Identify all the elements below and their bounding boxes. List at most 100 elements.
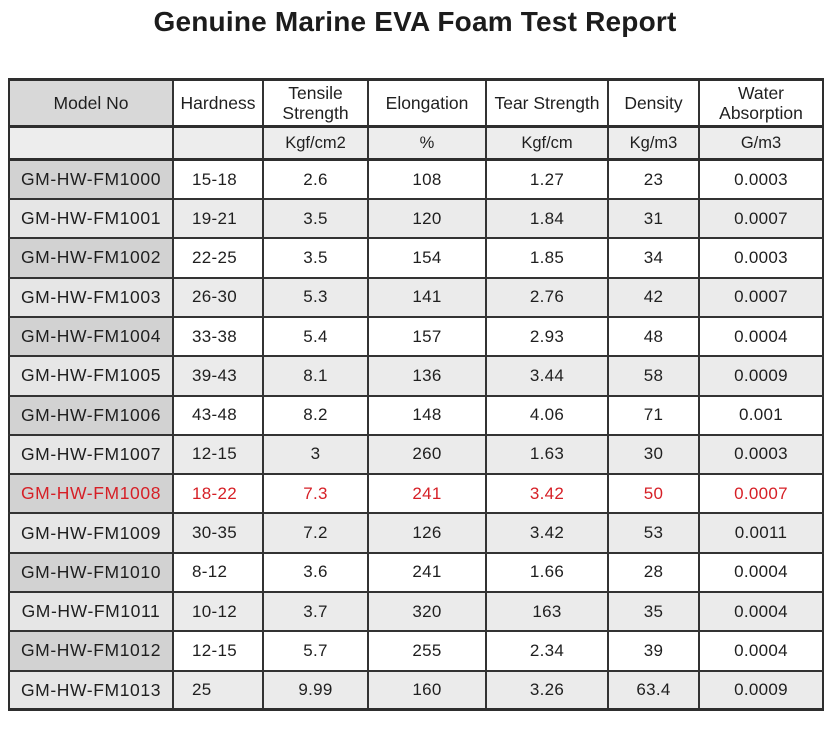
cell-tear-strength: 1.27 xyxy=(485,159,608,200)
cell-hardness: 10-12 xyxy=(172,592,263,632)
cell-water-absorption: 0.0009 xyxy=(698,670,823,710)
table-row: GM-HW-FM1011 10-12 3.7 320 163 35 0.0004 xyxy=(9,592,823,632)
cell-water-absorption: 0.0003 xyxy=(698,159,823,200)
cell-model-no: GM-HW-FM1008 xyxy=(9,474,173,514)
cell-hardness: 22-25 xyxy=(172,238,263,278)
cell-hardness: 43-48 xyxy=(172,395,263,435)
table-row: GM-HW-FM1007 12-15 3 260 1.63 30 0.0003 xyxy=(9,434,823,475)
cell-tensile-strength: 8.2 xyxy=(262,395,368,435)
cell-water-absorption: 0.0011 xyxy=(698,513,823,553)
cell-model-no: GM-HW-FM1009 xyxy=(9,513,173,553)
cell-density: 39 xyxy=(607,631,699,671)
cell-water-absorption: 0.001 xyxy=(698,395,823,435)
cell-water-absorption: 0.0003 xyxy=(698,434,823,475)
table-row: GM-HW-FM1008 18-22 7.3 241 3.42 50 0.0007 xyxy=(9,474,823,514)
cell-tensile-strength: 3.7 xyxy=(262,592,368,632)
unit-model-no xyxy=(9,126,173,160)
units-row: Kgf/cm2 % Kgf/cm Kg/m3 G/m3 xyxy=(9,126,823,160)
cell-water-absorption: 0.0007 xyxy=(698,277,823,317)
cell-density: 35 xyxy=(607,592,699,632)
unit-elongation: % xyxy=(367,126,486,160)
cell-water-absorption: 0.0007 xyxy=(698,199,823,239)
cell-density: 58 xyxy=(607,356,699,396)
cell-tear-strength: 1.84 xyxy=(485,199,608,239)
table-row: GM-HW-FM1003 26-30 5.3 141 2.76 42 0.0007 xyxy=(9,277,823,317)
cell-model-no: GM-HW-FM1000 xyxy=(9,159,173,200)
cell-hardness: 39-43 xyxy=(172,356,263,396)
table-row: GM-HW-FM1004 33-38 5.4 157 2.93 48 0.0004 xyxy=(9,316,823,357)
cell-tear-strength: 3.44 xyxy=(485,356,608,396)
unit-tensile-strength: Kgf/cm2 xyxy=(262,126,368,160)
cell-tensile-strength: 5.3 xyxy=(262,277,368,317)
cell-elongation: 154 xyxy=(367,238,486,278)
cell-density: 30 xyxy=(607,434,699,475)
unit-tear-strength: Kgf/cm xyxy=(485,126,608,160)
cell-tensile-strength: 5.4 xyxy=(262,316,368,357)
cell-tear-strength: 2.93 xyxy=(485,316,608,357)
col-header-tensile-strength: Tensile Strength xyxy=(262,79,368,127)
table-body: GM-HW-FM1000 15-18 2.6 108 1.27 23 0.0003 GM-HW… xyxy=(9,159,823,710)
cell-density: 50 xyxy=(607,474,699,514)
cell-elongation: 108 xyxy=(367,159,486,200)
cell-water-absorption: 0.0009 xyxy=(698,356,823,396)
cell-hardness: 33-38 xyxy=(172,316,263,357)
header-row: Model No Hardness Tensile Strength Elong… xyxy=(9,79,823,127)
cell-tensile-strength: 8.1 xyxy=(262,356,368,396)
cell-tensile-strength: 2.6 xyxy=(262,159,368,200)
cell-water-absorption: 0.0004 xyxy=(698,631,823,671)
cell-elongation: 126 xyxy=(367,513,486,553)
cell-hardness: 19-21 xyxy=(172,199,263,239)
cell-hardness: 30-35 xyxy=(172,513,263,553)
table-row: GM-HW-FM1006 43-48 8.2 148 4.06 71 0.001 xyxy=(9,395,823,435)
cell-elongation: 320 xyxy=(367,592,486,632)
cell-water-absorption: 0.0004 xyxy=(698,592,823,632)
cell-tear-strength: 3.26 xyxy=(485,670,608,710)
table-row: GM-HW-FM1010 8-12 3.6 241 1.66 28 0.0004 xyxy=(9,552,823,593)
col-header-hardness: Hardness xyxy=(172,79,263,127)
cell-tear-strength: 1.85 xyxy=(485,238,608,278)
table-head: Model No Hardness Tensile Strength Elong… xyxy=(9,79,823,160)
cell-model-no: GM-HW-FM1013 xyxy=(9,670,173,710)
cell-model-no: GM-HW-FM1002 xyxy=(9,238,173,278)
cell-hardness: 12-15 xyxy=(172,631,263,671)
cell-elongation: 120 xyxy=(367,199,486,239)
cell-model-no: GM-HW-FM1012 xyxy=(9,631,173,671)
col-header-tear-strength: Tear Strength xyxy=(485,79,608,127)
cell-density: 63.4 xyxy=(607,670,699,710)
cell-tensile-strength: 7.3 xyxy=(262,474,368,514)
cell-elongation: 148 xyxy=(367,395,486,435)
table-row: GM-HW-FM1000 15-18 2.6 108 1.27 23 0.0003 xyxy=(9,159,823,200)
page-title: Genuine Marine EVA Foam Test Report xyxy=(153,6,677,37)
table-row: GM-HW-FM1005 39-43 8.1 136 3.44 58 0.0009 xyxy=(9,356,823,396)
cell-elongation: 136 xyxy=(367,356,486,396)
cell-model-no: GM-HW-FM1005 xyxy=(9,356,173,396)
cell-elongation: 157 xyxy=(367,316,486,357)
cell-water-absorption: 0.0004 xyxy=(698,316,823,357)
cell-tensile-strength: 3 xyxy=(262,434,368,475)
cell-tear-strength: 3.42 xyxy=(485,513,608,553)
cell-hardness: 8-12 xyxy=(172,552,263,593)
cell-tensile-strength: 3.5 xyxy=(262,238,368,278)
cell-elongation: 241 xyxy=(367,474,486,514)
unit-hardness xyxy=(172,126,263,160)
cell-tear-strength: 163 xyxy=(485,592,608,632)
cell-model-no: GM-HW-FM1010 xyxy=(9,552,173,593)
cell-tear-strength: 2.34 xyxy=(485,631,608,671)
col-header-elongation: Elongation xyxy=(367,79,486,127)
cell-hardness: 26-30 xyxy=(172,277,263,317)
table-row: GM-HW-FM1001 19-21 3.5 120 1.84 31 0.0007 xyxy=(9,199,823,239)
cell-density: 31 xyxy=(607,199,699,239)
cell-density: 28 xyxy=(607,552,699,593)
cell-density: 42 xyxy=(607,277,699,317)
cell-model-no: GM-HW-FM1004 xyxy=(9,316,173,357)
table-row: GM-HW-FM1013 25 9.99 160 3.26 63.4 0.0009 xyxy=(9,670,823,710)
cell-tear-strength: 4.06 xyxy=(485,395,608,435)
cell-tear-strength: 2.76 xyxy=(485,277,608,317)
col-header-water-absorption: Water Absorption xyxy=(698,79,823,127)
cell-density: 48 xyxy=(607,316,699,357)
cell-water-absorption: 0.0003 xyxy=(698,238,823,278)
cell-model-no: GM-HW-FM1007 xyxy=(9,434,173,475)
col-header-density: Density xyxy=(607,79,699,127)
table-row: GM-HW-FM1012 12-15 5.7 255 2.34 39 0.0004 xyxy=(9,631,823,671)
cell-hardness: 18-22 xyxy=(172,474,263,514)
